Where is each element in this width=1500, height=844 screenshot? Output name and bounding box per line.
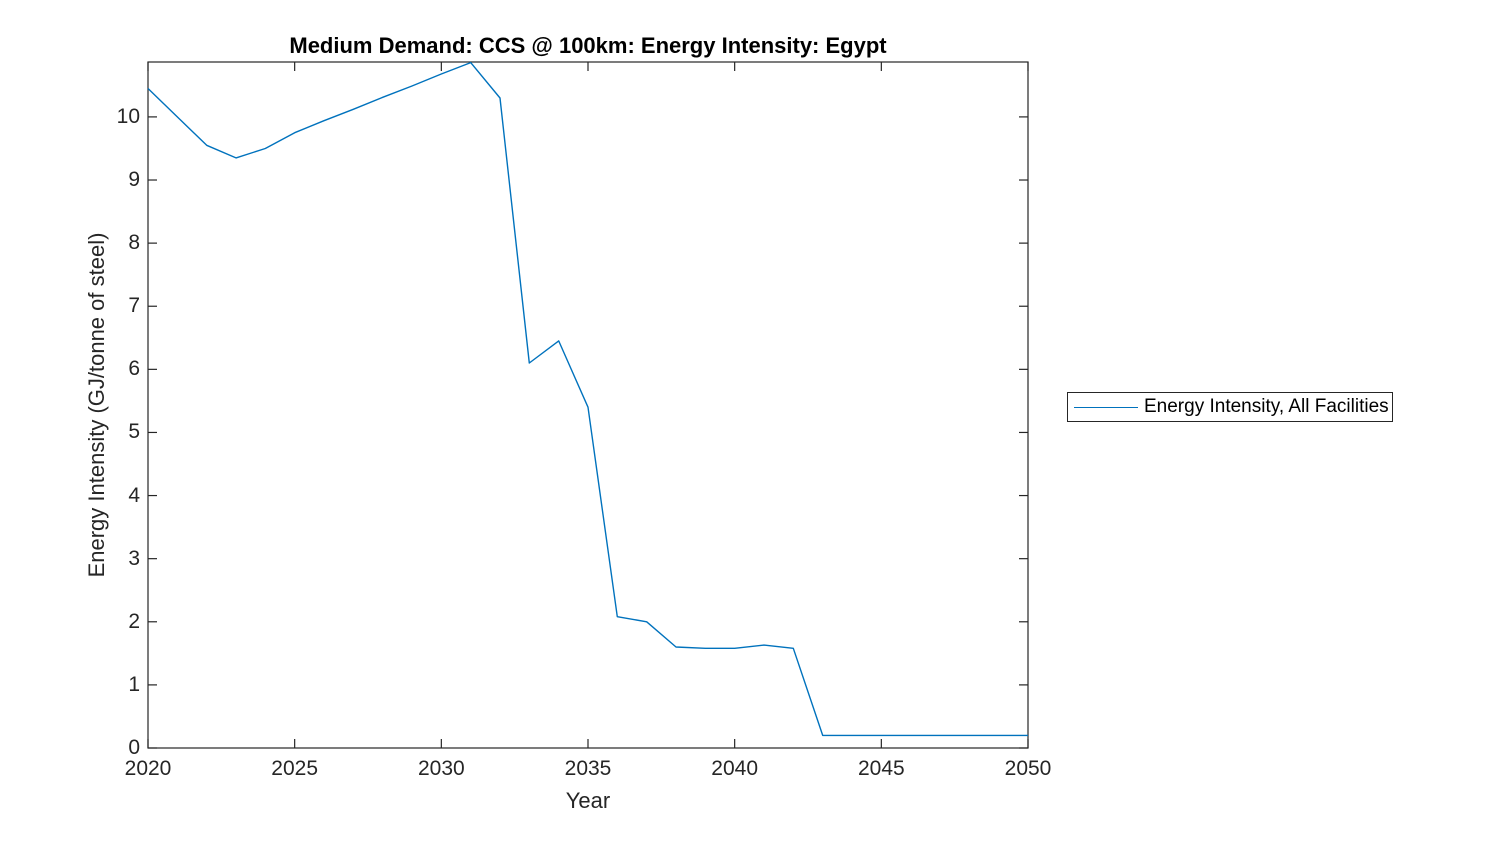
legend: Energy Intensity, All Facilities xyxy=(1067,392,1393,422)
x-tick-label: 2030 xyxy=(417,757,465,780)
y-tick-label: 9 xyxy=(128,168,140,191)
y-tick-label: 4 xyxy=(128,483,140,507)
y-tick-label: 0 xyxy=(128,736,140,759)
y-tick-label: 2 xyxy=(128,609,140,633)
x-tick-label: 2025 xyxy=(271,757,319,780)
y-tick-label: 6 xyxy=(128,357,140,381)
x-tick-label: 2035 xyxy=(564,757,612,780)
x-axis-label: Year xyxy=(565,788,611,813)
series-line-energy-intensity xyxy=(147,61,1028,737)
legend-line-sample xyxy=(1074,406,1138,408)
x-tick-label: 2040 xyxy=(711,757,759,780)
axes-box xyxy=(147,61,1029,749)
y-tick-label: 7 xyxy=(128,294,140,318)
y-axis-label: Energy Intensity (GJ/tonne of steel) xyxy=(84,232,109,578)
x-tick-label: 2050 xyxy=(1004,757,1052,780)
y-tick-label: 8 xyxy=(128,231,140,255)
x-tick-label: 2020 xyxy=(124,757,172,780)
y-tick-label: 5 xyxy=(128,420,140,444)
y-tick-label: 10 xyxy=(116,104,140,128)
legend-entry-label: Energy Intensity, All Facilities xyxy=(1144,396,1389,417)
chart-title: Medium Demand: CCS @ 100km: Energy Inten… xyxy=(289,33,887,58)
y-tick-label: 1 xyxy=(128,672,140,696)
y-tick-label: 3 xyxy=(128,546,140,570)
x-tick-label: 2045 xyxy=(857,757,905,780)
